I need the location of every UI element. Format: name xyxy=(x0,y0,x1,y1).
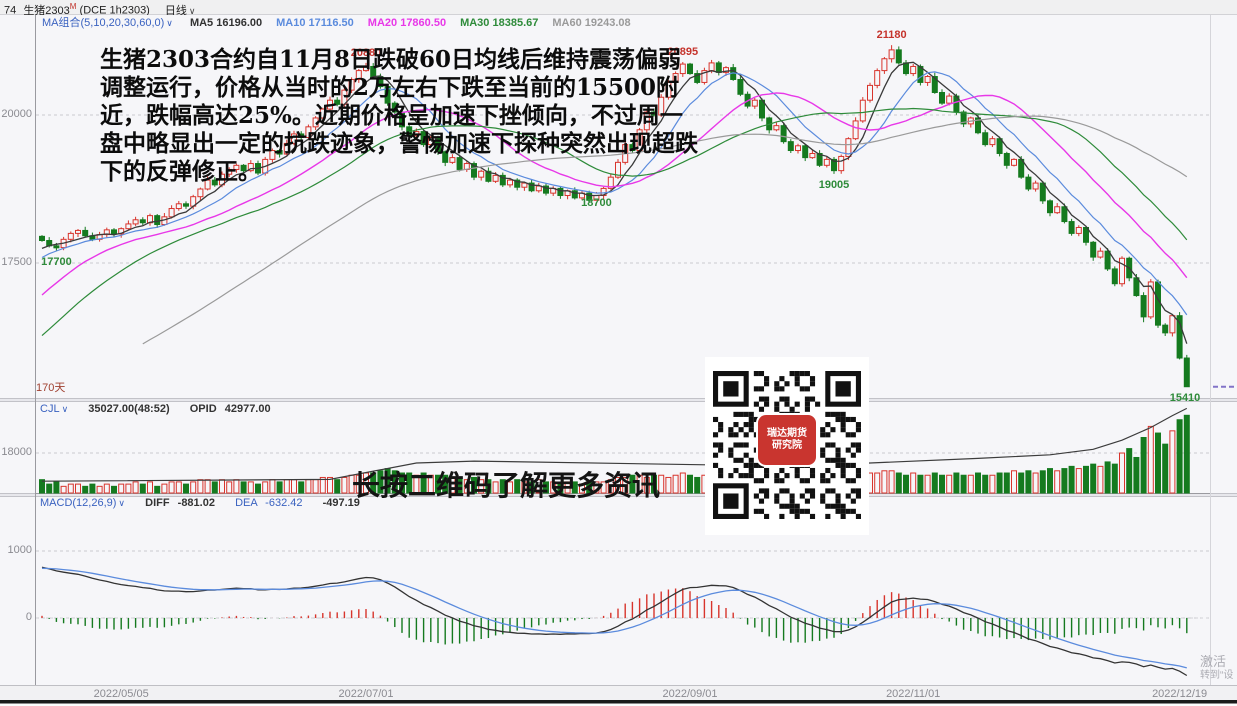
price-annotation-21180: 21180 xyxy=(876,29,907,42)
period-selector[interactable]: 日线 ∨ xyxy=(165,5,196,17)
volume-value: 35027.00(48:52) xyxy=(88,403,170,415)
dea-value: -632.42 xyxy=(265,497,303,509)
window-title-bar: 74 生猪2303M (DCE 1h2303) 日线 ∨ xyxy=(0,0,1237,17)
y-axis-tick-label: 1000 xyxy=(7,544,32,556)
ma-value-ma5: MA5 16196.00 xyxy=(189,17,263,29)
ma-value-ma10: MA10 17116.50 xyxy=(276,17,354,29)
volume-header-row: CJL ∨ 35027.00(48:52) OPID 42977.00 xyxy=(40,403,271,416)
open-interest-value: 42977.00 xyxy=(224,403,271,415)
window-bottom-border xyxy=(0,700,1237,703)
qr-code-block: 瑞达期货 研究院 xyxy=(705,357,869,535)
chevron-down-icon: ∨ xyxy=(61,404,69,414)
price-annotation-20895: 20895 xyxy=(667,46,699,59)
price-annotation-20880: 20880 xyxy=(350,46,382,59)
macd-indicator-label: MACD(12,26,9) xyxy=(40,497,117,509)
price-annotation-18700: 18700 xyxy=(581,196,612,209)
chevron-down-icon: ∨ xyxy=(118,498,126,508)
x-axis-date-label: 2022/05/05 xyxy=(93,688,149,700)
system-watermark: 激活 转到“设 xyxy=(1200,655,1234,681)
macd-indicator-dropdown[interactable]: MACD(12,26,9) ∨ xyxy=(40,497,128,509)
qr-cta-text: 长按二维码了解更多资讯 xyxy=(352,469,661,502)
analysis-annotation: 生猪2303合约自11月8日跌破60日均线后维持震荡偏弱调整运行，价格从当时的2… xyxy=(100,46,698,185)
ma-settings-label: MA组合(5,10,20,30,60,0) xyxy=(42,17,165,29)
ma-header-row: MA组合(5,10,20,30,60,0) ∨ MA5 16196.00 MA10 … xyxy=(42,17,645,30)
x-axis-date-label: 2022/12/19 xyxy=(1152,688,1208,700)
contract-superscript: M xyxy=(69,2,77,11)
window-bottom-edge xyxy=(0,703,1237,706)
contract-age-label: 170天 xyxy=(36,382,66,394)
y-axis-tick-label: 0 xyxy=(25,611,32,623)
macd-header-row: MACD(12,26,9) ∨ DIFF -881.02 DEA -632.42 … xyxy=(40,497,360,510)
qr-badge-line1: 瑞达期货 xyxy=(767,428,807,439)
volume-indicator-dropdown[interactable]: CJL ∨ xyxy=(40,403,71,415)
open-interest-label: OPID xyxy=(189,403,217,415)
ma-value-ma30: MA30 18385.67 xyxy=(460,17,539,29)
price-annotation-15410: 15410 xyxy=(1169,391,1201,404)
diff-value: -881.02 xyxy=(177,497,215,509)
x-axis-date-label: 2022/09/01 xyxy=(662,688,718,700)
chevron-down-icon: ∨ xyxy=(188,5,196,16)
price-annotation-17700: 17700 xyxy=(41,256,72,269)
x-axis-date-label: 2022/07/01 xyxy=(338,688,394,700)
y-axis-tick-label: 17500 xyxy=(1,256,32,268)
price-annotation-19005: 19005 xyxy=(818,178,850,191)
ma-values: MA5 16196.00 MA10 17116.50 MA20 17860.50 MA… xyxy=(190,17,645,29)
qr-center-badge: 瑞达期货 研究院 xyxy=(758,415,816,465)
macd-hist-value: -497.19 xyxy=(322,497,360,509)
contract-code: (DCE 1h2303) xyxy=(79,4,150,17)
period-label: 日线 xyxy=(164,4,187,17)
qr-badge-line2: 研究院 xyxy=(772,440,802,451)
chevron-down-icon: ∨ xyxy=(166,18,173,28)
x-axis-date-label: 2022/11/01 xyxy=(886,688,941,700)
dea-label: DEA xyxy=(235,497,258,509)
diff-label: DIFF xyxy=(145,497,170,509)
contract-name: 生猪2303 xyxy=(23,4,70,17)
y-axis-tick-label: 20000 xyxy=(1,108,32,120)
date-axis-band xyxy=(0,685,1237,701)
ma-settings-dropdown[interactable]: MA组合(5,10,20,30,60,0) ∨ xyxy=(42,17,176,29)
volume-indicator-label: CJL xyxy=(40,403,60,415)
ma-value-ma60: MA60 19243.08 xyxy=(552,17,631,29)
window-index: 74 xyxy=(4,4,17,17)
ma-value-ma20: MA20 17860.50 xyxy=(367,17,447,29)
qr-code-image xyxy=(713,371,861,519)
y-axis-tick-label: 18000 xyxy=(1,446,32,458)
